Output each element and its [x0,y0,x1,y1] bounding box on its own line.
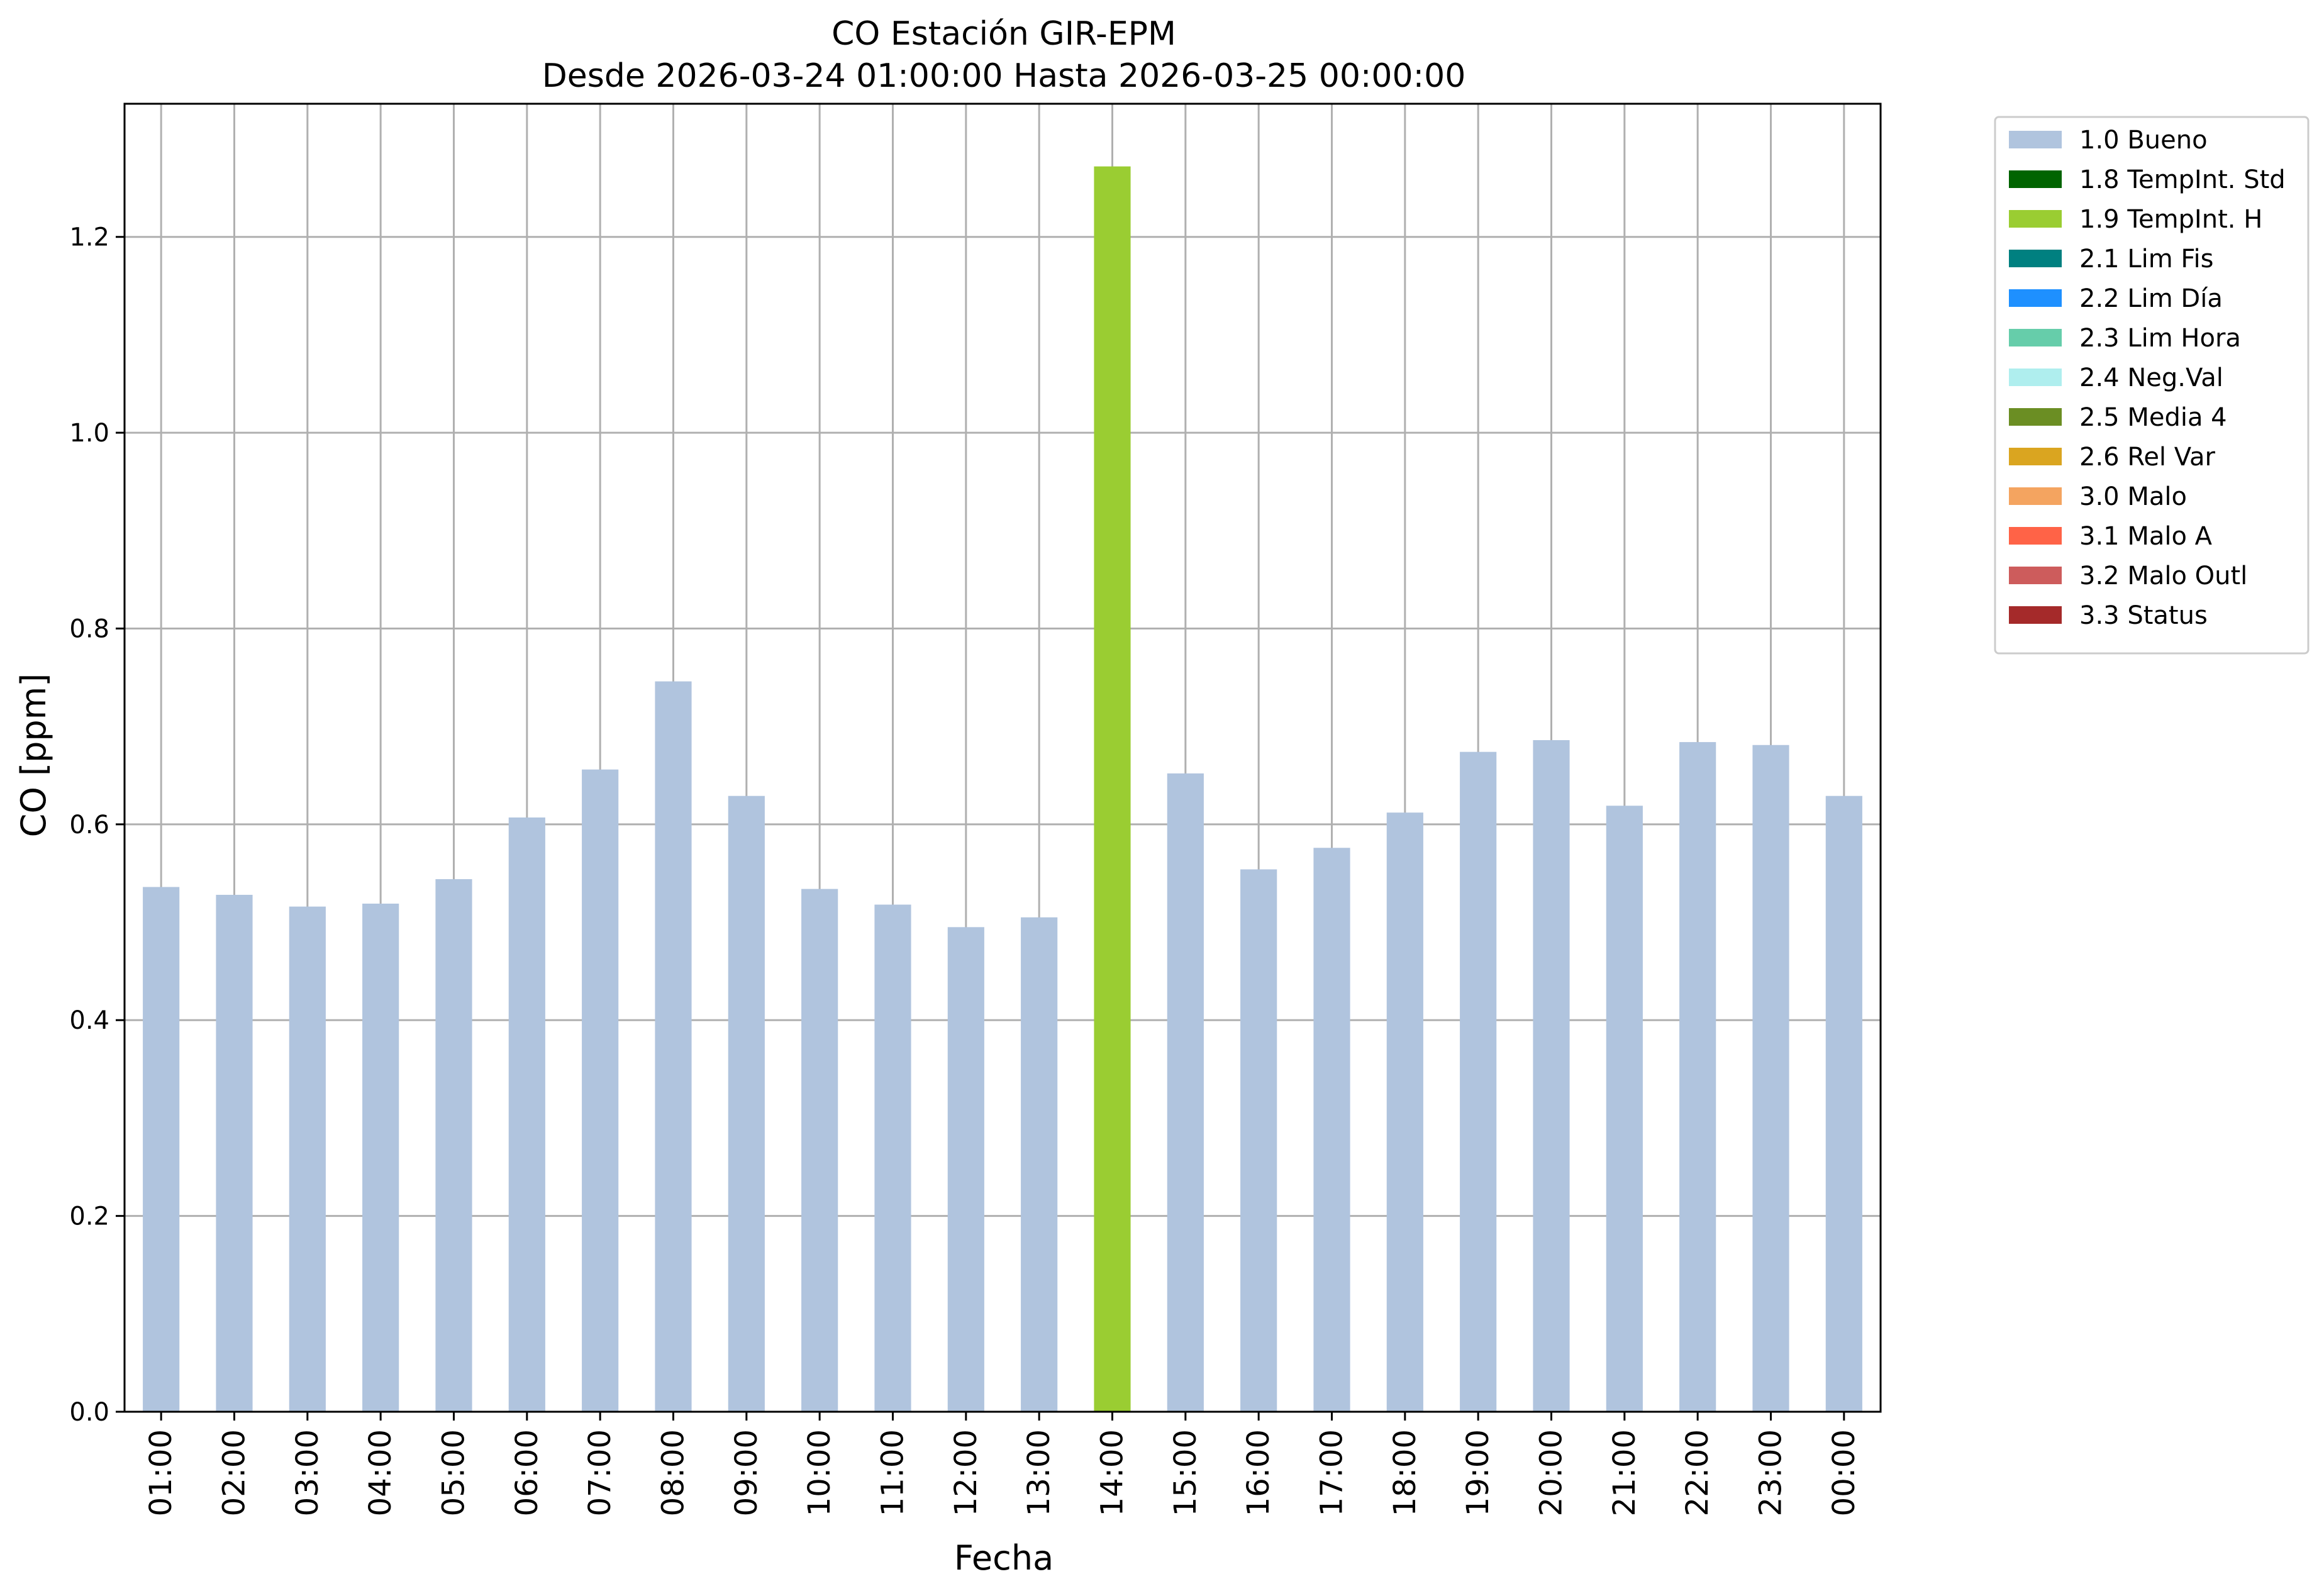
bar-1200 [947,927,984,1412]
legend-swatch [2009,170,2062,188]
legend-swatch [2009,289,2062,307]
x-tick-label: 06:00 [509,1429,545,1516]
legend-label: 2.4 Neg.Val [2079,363,2223,392]
bar-1400 [1094,166,1131,1412]
x-tick-label: 04:00 [363,1429,398,1516]
bar-0900 [728,795,765,1412]
bar-1700 [1313,848,1350,1412]
x-tick-label: 16:00 [1241,1429,1276,1516]
bar-1000 [801,889,838,1412]
x-tick-label: 13:00 [1021,1429,1057,1516]
bar-2100 [1606,806,1643,1412]
legend-label: 3.1 Malo A [2079,522,2213,551]
legend-label: 2.3 Lim Hora [2079,324,2241,353]
legend-swatch [2009,131,2062,148]
legend-label: 2.6 Rel Var [2079,443,2216,472]
y-tick-label: 1.0 [69,419,109,448]
legend-swatch [2009,210,2062,228]
x-tick-label: 10:00 [802,1429,837,1516]
legend-label: 1.0 Bueno [2079,126,2208,155]
legend-swatch [2009,250,2062,267]
y-tick-label: 1.2 [69,223,109,252]
bar-0300 [289,906,326,1412]
legend-swatch [2009,329,2062,346]
chart-title: CO Estación GIR-EPM [831,15,1176,53]
bar-series [143,166,1862,1412]
bar-2300 [1752,745,1789,1412]
chart-subtitle: Desde 2026-03-24 01:00:00 Hasta 2026-03-… [542,57,1466,95]
legend-box [1994,116,2310,655]
legend-swatch [2009,408,2062,426]
bar-1100 [874,904,911,1412]
legend-label: 3.3 Status [2079,601,2208,630]
bar-0200 [216,894,253,1412]
x-tick-label: 23:00 [1754,1429,1789,1516]
y-tick-label: 0.0 [69,1398,109,1427]
bar-0400 [362,903,399,1412]
bar-1300 [1021,917,1058,1412]
legend-label: 1.8 TempInt. Std [2079,165,2286,194]
bar-1500 [1167,773,1204,1412]
x-tick-label: 03:00 [290,1429,325,1516]
x-tick-label: 21:00 [1607,1429,1642,1516]
x-tick-label: 00:00 [1826,1429,1862,1516]
x-tick-label: 19:00 [1460,1429,1496,1516]
x-tick-label: 01:00 [143,1429,179,1516]
bar-0100 [143,887,180,1412]
x-tick-label: 22:00 [1680,1429,1715,1516]
legend-swatch [2009,369,2062,386]
x-tick-label: 07:00 [582,1429,618,1516]
y-tick-label: 0.6 [69,811,109,840]
legend-label: 1.9 TempInt. H [2079,205,2262,234]
bar-0800 [655,681,692,1412]
bar-0700 [582,769,619,1412]
bar-2000 [1533,740,1570,1412]
legend: 1.0 Bueno 1.8 TempInt. Std 1.9 TempInt. H 2… [1994,116,2310,655]
legend-label: 2.1 Lim Fis [2079,245,2213,274]
legend-swatch [2009,606,2062,624]
x-axis-label: Fecha [954,1538,1054,1578]
x-tick-label: 14:00 [1095,1429,1130,1516]
legend-swatch [2009,487,2062,505]
x-tick-label: 12:00 [948,1429,984,1516]
plot-frame [123,103,1882,1413]
x-tick-label: 20:00 [1534,1429,1569,1516]
x-tick-label: 11:00 [876,1429,911,1516]
legend-label: 2.5 Media 4 [2079,403,2227,432]
y-tick-label: 0.2 [69,1202,109,1231]
y-tick-label: 0.8 [69,614,109,643]
bar-1900 [1460,751,1497,1412]
bar-1800 [1386,812,1423,1412]
bar-0000 [1825,795,1862,1412]
bar-0600 [508,817,545,1412]
x-tick-label: 09:00 [729,1429,764,1516]
legend-swatch [2009,567,2062,584]
x-tick-label: 08:00 [656,1429,691,1516]
y-axis-label: CO [ppm] [14,673,53,838]
legend-swatch [2009,448,2062,465]
x-tick-label: 02:00 [217,1429,252,1516]
y-tick-label: 0.4 [69,1006,109,1035]
bar-0500 [435,879,472,1412]
legend-label: 3.0 Malo [2079,482,2187,511]
x-tick-label: 17:00 [1315,1429,1350,1516]
axes: 0.0 0.2 0.4 0.6 0.8 1.0 1.2 01:00 02:00 03:00 04:0… [69,103,1882,1516]
legend-swatch [2009,527,2062,545]
bar-1600 [1240,869,1277,1412]
legend-label: 2.2 Lim Día [2079,284,2223,313]
x-tick-label: 15:00 [1168,1429,1203,1516]
legend-label: 3.2 Malo Outl [2079,562,2247,590]
x-tick-label: 18:00 [1387,1429,1423,1516]
x-tick-label: 05:00 [436,1429,472,1516]
bar-2200 [1679,742,1716,1412]
